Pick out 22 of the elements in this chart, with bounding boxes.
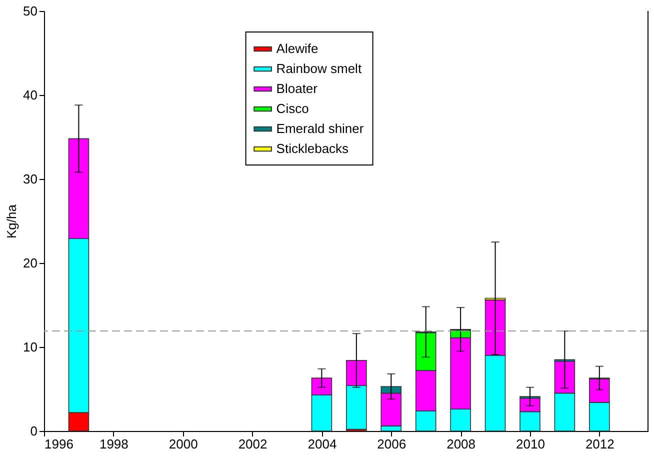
x-tick-label: 2000 bbox=[168, 436, 198, 452]
legend-label: Cisco bbox=[276, 101, 309, 116]
y-tick-label: 50 bbox=[23, 4, 38, 18]
legend-label: Sticklebacks bbox=[276, 141, 350, 156]
y-tick-label: 40 bbox=[23, 88, 38, 102]
x-tick-label: 2004 bbox=[308, 436, 337, 452]
x-tick-label: 1998 bbox=[99, 436, 128, 452]
x-tick-label: 2002 bbox=[238, 436, 268, 452]
y-tick-label: 30 bbox=[23, 172, 38, 186]
x-tick-label: 2010 bbox=[516, 436, 545, 452]
x-tick-label: 2012 bbox=[585, 436, 614, 452]
y-tick-label: 20 bbox=[23, 256, 38, 270]
y-tick-label: 0 bbox=[30, 424, 38, 438]
legend-label: Bloater bbox=[276, 81, 318, 96]
legend-label: Emerald shiner bbox=[276, 121, 364, 136]
x-tick-label: 1996 bbox=[44, 436, 74, 452]
legend-label: Alewife bbox=[276, 41, 318, 56]
x-tick-label: 2008 bbox=[446, 436, 476, 452]
legend-label: Rainbow smelt bbox=[276, 61, 362, 76]
y-tick-label: 10 bbox=[23, 340, 38, 354]
y-axis-title: Kg/ha bbox=[4, 204, 20, 238]
x-tick-label: 2006 bbox=[377, 436, 406, 452]
